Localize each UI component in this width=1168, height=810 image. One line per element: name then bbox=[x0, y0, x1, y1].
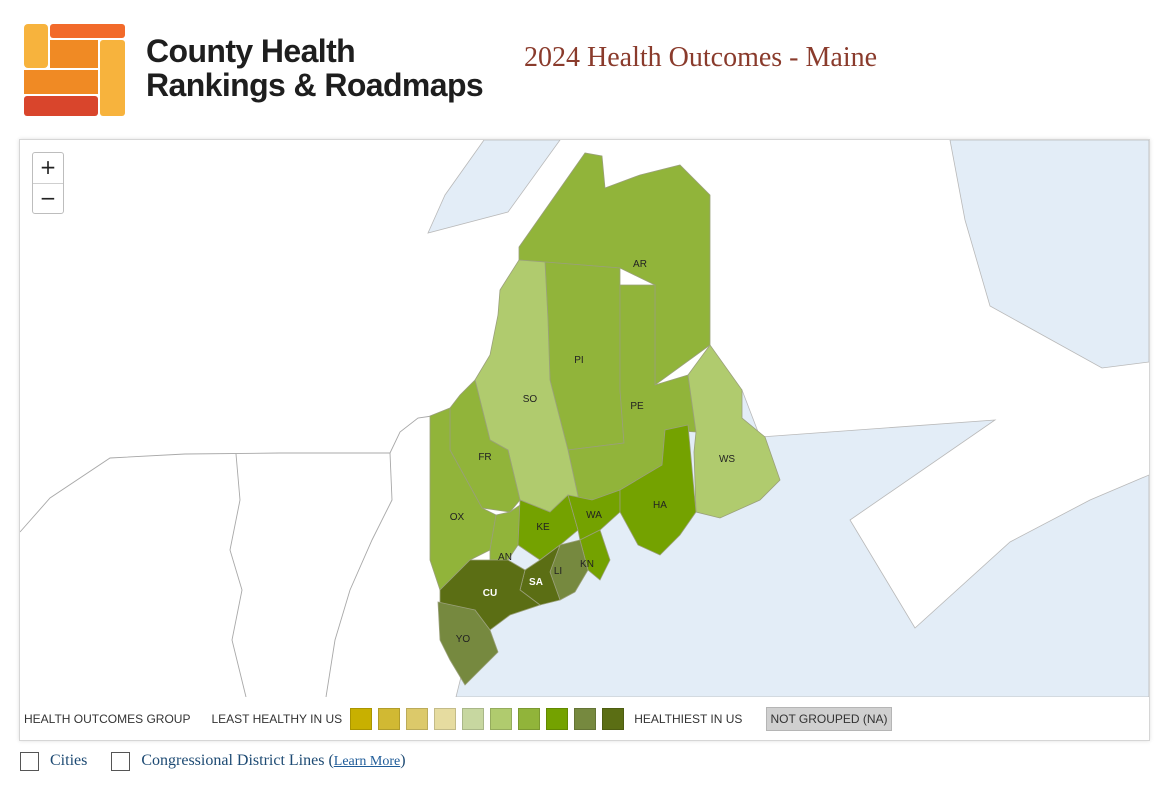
legend-swatch-9 bbox=[574, 707, 597, 730]
county-ke[interactable] bbox=[517, 494, 579, 561]
county-label-ox: OX bbox=[450, 512, 465, 523]
learn-more-link[interactable]: Learn More bbox=[333, 754, 401, 769]
county-label-fr: FR bbox=[478, 452, 491, 463]
zoom-in-button[interactable]: + bbox=[39, 155, 57, 179]
cities-checkbox[interactable] bbox=[20, 751, 39, 771]
ocean bbox=[949, 140, 1149, 369]
state-border bbox=[325, 452, 393, 697]
congressional-district-checkbox[interactable] bbox=[111, 751, 131, 771]
logo-line-1: County Health bbox=[146, 33, 356, 69]
logo-icon bbox=[24, 24, 125, 116]
county-label-pi: PI bbox=[574, 355, 583, 366]
state-border bbox=[229, 453, 247, 697]
legend-swatch-2 bbox=[378, 707, 401, 730]
county-label-pe: PE bbox=[630, 401, 644, 412]
county-yo[interactable] bbox=[437, 601, 499, 686]
map-options: Cities Congressional District Lines (Lea… bbox=[20, 750, 406, 772]
legend-title: HEALTH OUTCOMES GROUP bbox=[24, 711, 191, 726]
county-fr[interactable] bbox=[449, 379, 521, 513]
map-panel: AR PI PE SO WS FR OX AN KE WA HA KN LI SA CU YO + − HEA… bbox=[19, 139, 1150, 741]
county-label-yo: YO bbox=[456, 634, 471, 645]
legend-swatch-8 bbox=[546, 707, 569, 730]
header: County Health Rankings & Roadmaps 2024 H… bbox=[0, 0, 1168, 130]
county-ha[interactable] bbox=[619, 424, 697, 556]
county-an[interactable] bbox=[489, 504, 521, 561]
county-label-ha: HA bbox=[653, 500, 667, 511]
county-wa[interactable] bbox=[567, 489, 621, 541]
state-border bbox=[20, 415, 433, 533]
county-label-li: LI bbox=[554, 566, 562, 577]
legend-swatch-7 bbox=[518, 707, 541, 730]
legend-swatch-4 bbox=[434, 707, 457, 730]
counties-layer bbox=[429, 152, 781, 686]
zoom-control: + − bbox=[32, 152, 64, 214]
zoom-out-button[interactable]: − bbox=[33, 183, 63, 213]
county-label-an: AN bbox=[498, 552, 512, 563]
county-label-ke: KE bbox=[536, 522, 550, 533]
county-label-so: SO bbox=[523, 394, 538, 405]
county-label-kn: KN bbox=[580, 559, 594, 570]
legend-healthiest-label: HEALTHIEST IN US bbox=[634, 711, 743, 726]
county-label-cu: CU bbox=[483, 588, 497, 599]
congressional-district-label[interactable]: Congressional District Lines (Learn More… bbox=[141, 752, 406, 769]
legend-not-grouped: NOT GROUPED (NA) bbox=[766, 706, 892, 731]
labels-layer: AR PI PE SO WS FR OX AN KE WA HA KN LI SA CU YO bbox=[450, 259, 736, 645]
page-title: 2024 Health Outcomes - Maine bbox=[524, 42, 878, 73]
county-ws[interactable] bbox=[687, 344, 781, 519]
county-label-ws: WS bbox=[719, 454, 735, 465]
legend-swatch-5 bbox=[462, 707, 485, 730]
legend: HEALTH OUTCOMES GROUP LEAST HEALTHY IN U… bbox=[20, 697, 1149, 740]
cd-lines-text: Congressional District Lines bbox=[141, 752, 325, 769]
county-label-ar: AR bbox=[633, 259, 647, 270]
cities-label[interactable]: Cities bbox=[50, 752, 88, 769]
county-label-wa: WA bbox=[586, 510, 602, 521]
legend-least-label: LEAST HEALTHY IN US bbox=[211, 711, 343, 726]
legend-swatch-6 bbox=[490, 707, 513, 730]
logo-wordmark: County Health Rankings & Roadmaps bbox=[146, 33, 484, 103]
logo-line-2: Rankings & Roadmaps bbox=[146, 67, 484, 103]
legend-swatch-3 bbox=[406, 707, 429, 730]
legend-swatch-1 bbox=[350, 707, 373, 730]
legend-swatch-10 bbox=[602, 707, 625, 730]
county-label-sa: SA bbox=[529, 577, 543, 588]
legend-swatches bbox=[350, 707, 630, 730]
ocean bbox=[427, 140, 561, 234]
maine-map[interactable]: AR PI PE SO WS FR OX AN KE WA HA KN LI SA CU YO bbox=[20, 140, 1149, 697]
